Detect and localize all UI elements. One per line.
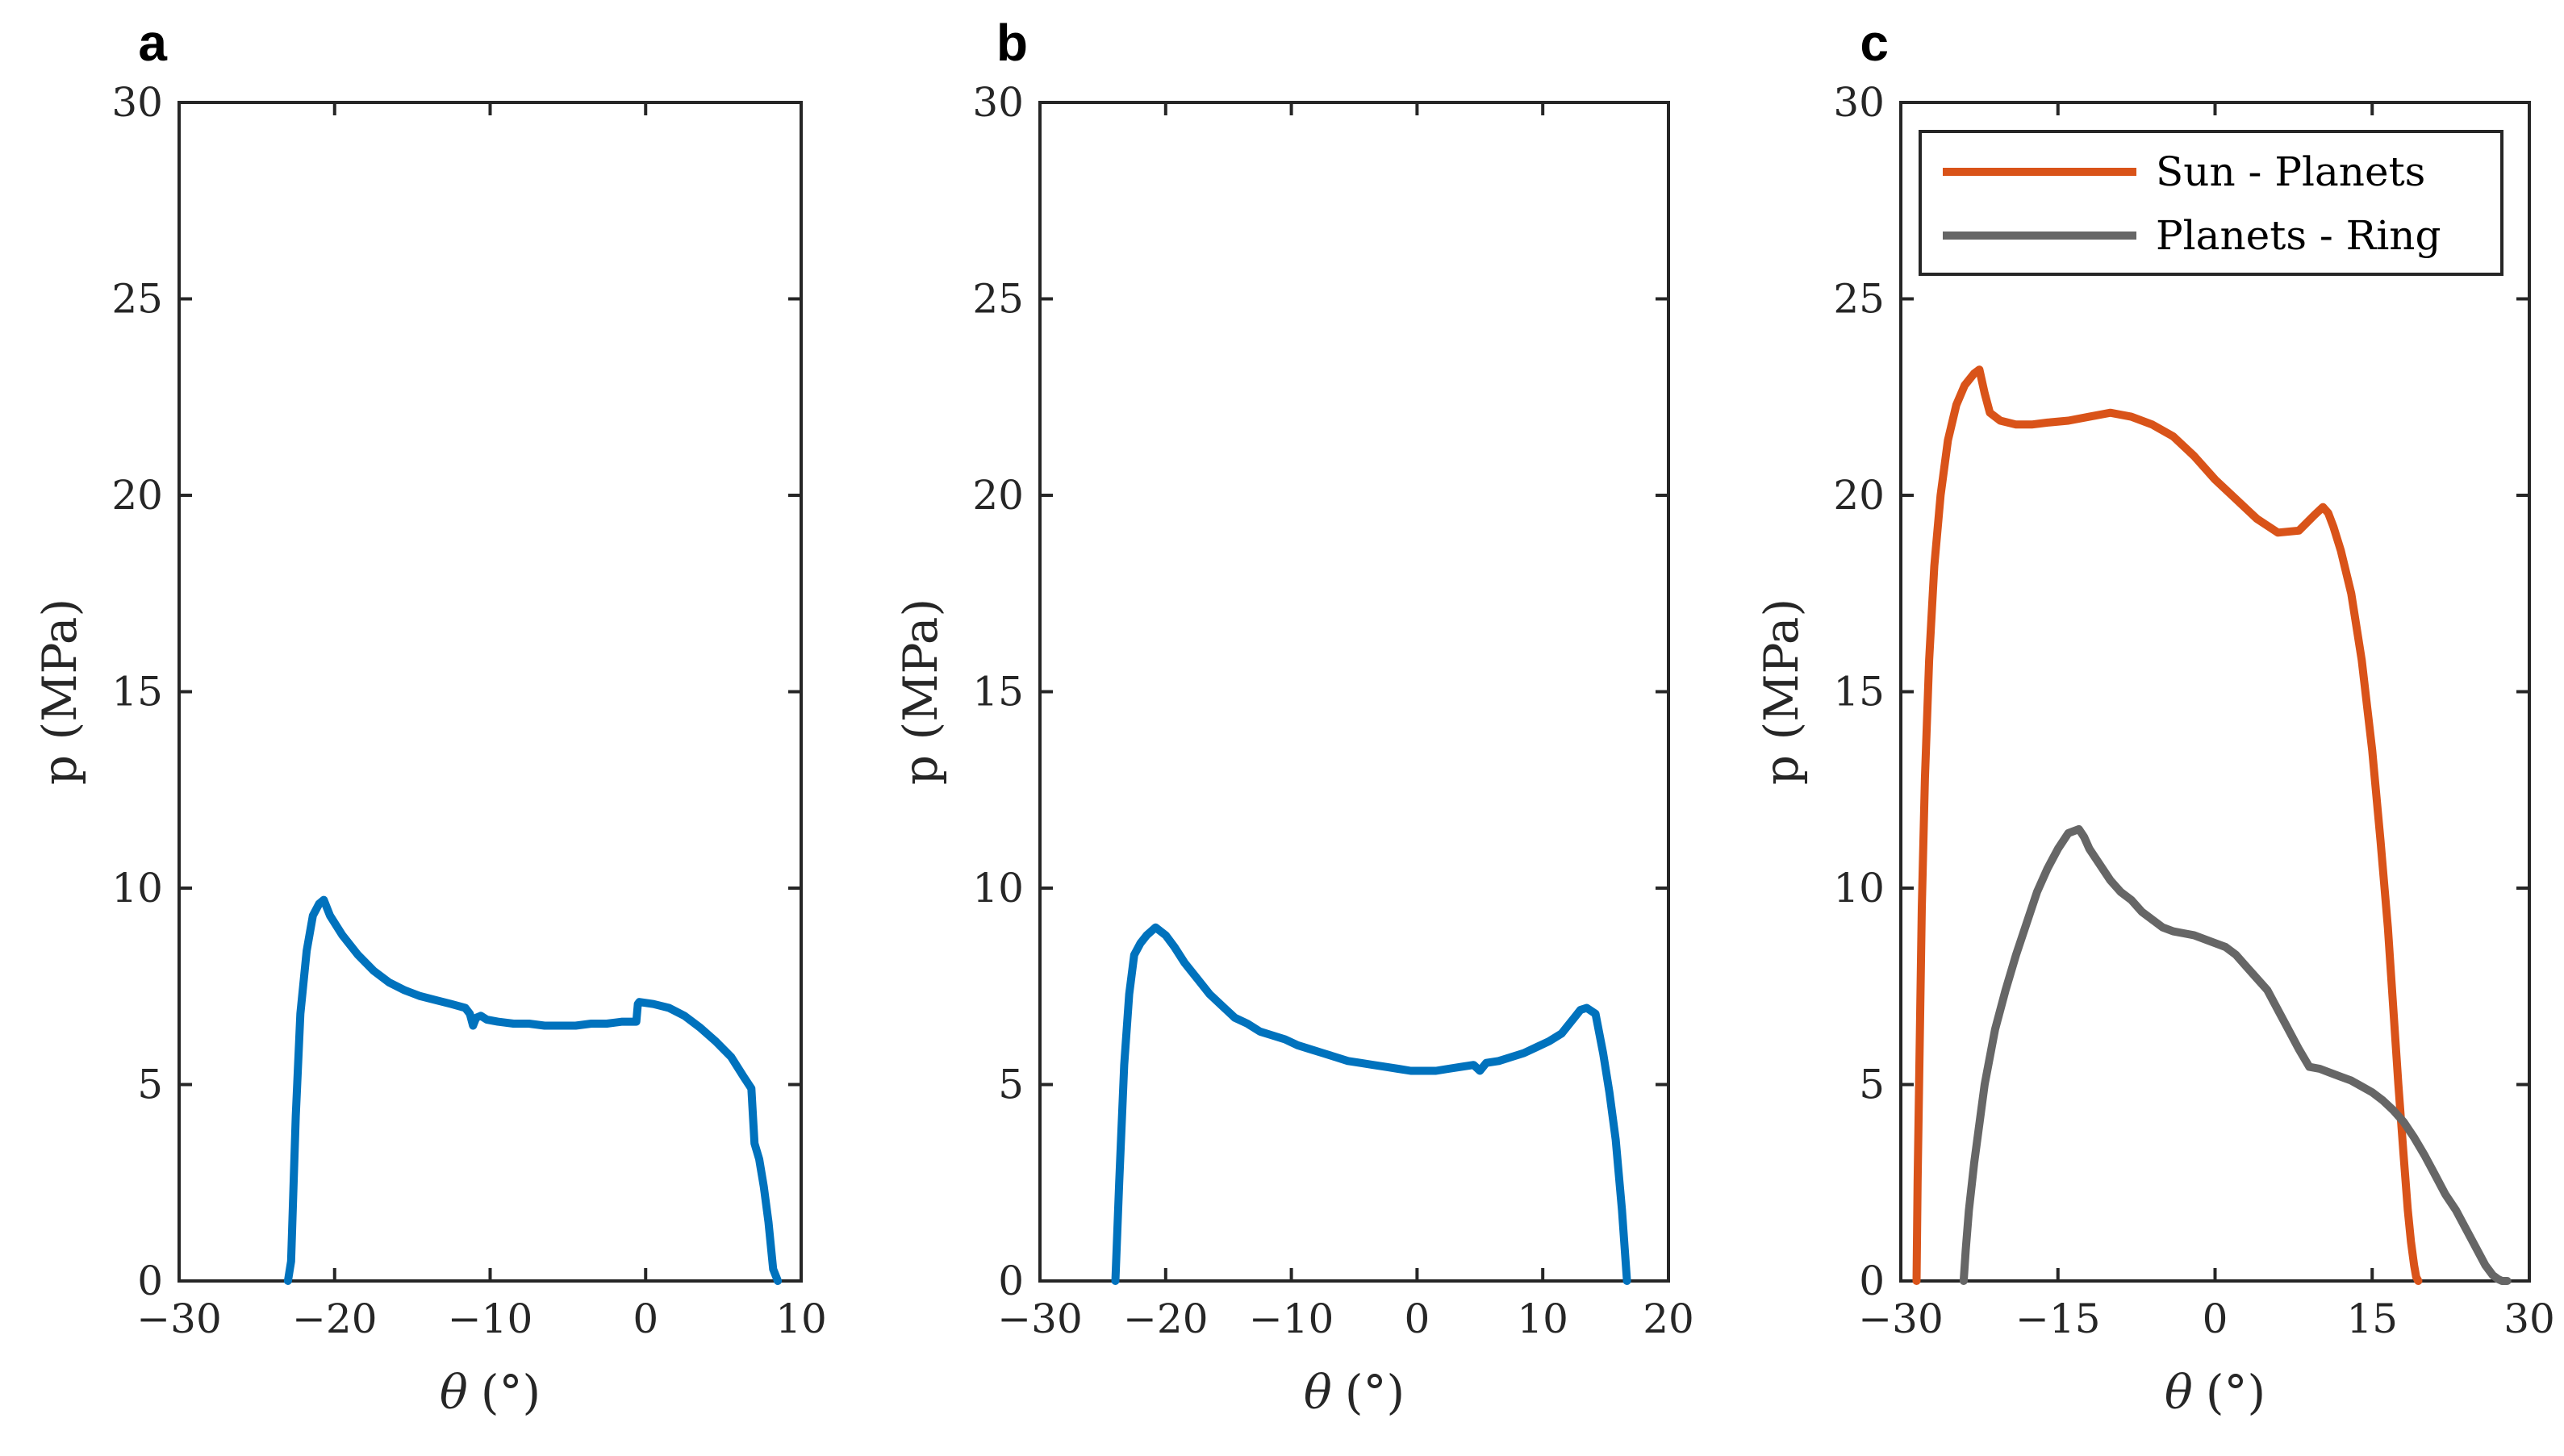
x-tick-label: −30	[136, 1295, 222, 1342]
y-tick-label: 20	[1833, 472, 1885, 519]
legend-label: Sun - Planets	[2156, 148, 2425, 195]
x-tick-label: −30	[1858, 1295, 1944, 1342]
panel-letter: a	[138, 14, 167, 72]
y-tick-label: 5	[998, 1062, 1024, 1108]
x-tick-label: −20	[1123, 1295, 1209, 1342]
x-tick-label: −15	[2015, 1295, 2101, 1342]
x-tick-label: 0	[2203, 1295, 2228, 1342]
y-tick-label: 5	[1859, 1062, 1885, 1108]
x-axis-symbol: θ	[440, 1365, 468, 1420]
panel-letter: b	[996, 14, 1028, 72]
x-axis-symbol: θ	[1304, 1365, 1332, 1420]
axes-box	[1038, 101, 1670, 1283]
x-axis-unit: (°)	[2206, 1365, 2265, 1420]
legend-box	[1919, 130, 2503, 276]
x-axis-label: θ (°)	[2165, 1365, 2265, 1420]
y-tick-label: 15	[972, 669, 1024, 715]
axes-box	[1899, 101, 2531, 1283]
y-tick-label: 30	[1833, 79, 1885, 126]
y-tick-label: 0	[137, 1258, 163, 1304]
panel-c-chart: c 0 5 10 15 20 25 30 −30 −15 0 15 30 θ (°) p (MPa) Sun -…	[1754, 14, 2555, 1420]
x-tick-label: 10	[1517, 1295, 1568, 1342]
y-tick-label: 0	[1859, 1258, 1885, 1304]
y-tick-label: 15	[111, 669, 163, 715]
series-line-1	[1111, 923, 1631, 1285]
panel-letter: c	[1860, 14, 1889, 72]
y-tick-label: 10	[1833, 865, 1885, 912]
x-axis-unit: (°)	[481, 1365, 541, 1420]
y-tick-label: 25	[111, 276, 163, 323]
y-tick-label: 30	[111, 79, 163, 126]
panel-b-chart: b 0 5 10 15 20 25 30 −30 −20 −10 0 10 20 θ (°) p (MPa)	[893, 14, 1694, 1420]
y-axis-label: p (MPa)	[1754, 599, 1809, 785]
y-tick-label: 5	[137, 1062, 163, 1108]
y-tick-label: 25	[972, 276, 1024, 323]
y-tick-label: 10	[972, 865, 1024, 912]
y-axis-label: p (MPa)	[32, 599, 87, 785]
series-line-1	[283, 895, 783, 1285]
x-tick-label: 10	[775, 1295, 827, 1342]
x-tick-label: 30	[2503, 1295, 2555, 1342]
x-tick-label: 0	[633, 1295, 658, 1342]
y-axis-label: p (MPa)	[893, 599, 948, 785]
x-axis-symbol: θ	[2165, 1365, 2193, 1420]
y-tick-label: 25	[1833, 276, 1885, 323]
x-tick-label: 15	[2346, 1295, 2398, 1342]
y-tick-label: 15	[1833, 669, 1885, 715]
y-tick-label: 20	[111, 472, 163, 519]
x-tick-label: 20	[1643, 1295, 1694, 1342]
legend-label: Planets - Ring	[2156, 212, 2441, 259]
y-tick-label: 20	[972, 472, 1024, 519]
x-tick-label: −30	[997, 1295, 1083, 1342]
x-tick-label: −10	[1249, 1295, 1334, 1342]
x-tick-label: 0	[1404, 1295, 1430, 1342]
series-line-1	[1912, 365, 2423, 1285]
series-line-2	[1959, 824, 2512, 1285]
x-tick-label: −20	[292, 1295, 378, 1342]
x-tick-label: −10	[448, 1295, 533, 1342]
x-axis-label: θ (°)	[1304, 1365, 1405, 1420]
y-tick-label: 10	[111, 865, 163, 912]
panel-a-chart: a 0 5 10 15 20 25 30 −30 −20 −10 0 10 θ (°) p (MPa)	[32, 14, 827, 1420]
x-axis-label: θ (°)	[440, 1365, 541, 1420]
axes-box	[177, 101, 803, 1283]
y-tick-label: 0	[998, 1258, 1024, 1304]
x-axis-unit: (°)	[1345, 1365, 1405, 1420]
y-tick-label: 30	[972, 79, 1024, 126]
